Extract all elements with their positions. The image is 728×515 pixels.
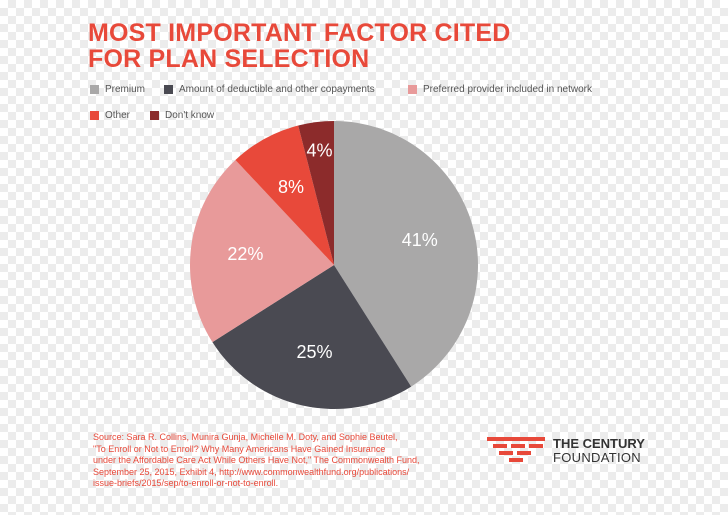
legend-label-premium: Premium <box>105 84 146 95</box>
pie-slice-premium <box>334 121 479 387</box>
pie-label-deductible: 25% <box>297 342 333 362</box>
source-line-4: September 25, 2015, Exhibit 4, http://ww… <box>93 466 410 477</box>
source-line-1: Source: Sara R. Collins, Munira Gunja, M… <box>93 432 398 442</box>
legend-label-other: Other <box>105 110 131 121</box>
legend-label-deductible: Amount of deductible and other copayment… <box>179 84 375 95</box>
legend-item-provider: Preferred provider included in network <box>408 84 592 95</box>
legend-swatch-dont-know <box>150 111 159 120</box>
legend-swatch-deductible <box>164 85 173 94</box>
legend-swatch-other <box>90 111 99 120</box>
pie-label-provider: 22% <box>227 244 263 264</box>
logo-text-line-2: FOUNDATION <box>553 450 641 465</box>
source-line-5: issue-briefs/2015/sep/to-enroll-or-not-t… <box>93 478 279 488</box>
pie-label-other: 8% <box>278 177 304 197</box>
logo-text-line-1: THE CENTURY <box>553 436 645 451</box>
century-foundation-logo: THE CENTURY FOUNDATION <box>487 436 657 466</box>
legend-swatch-premium <box>90 85 99 94</box>
pie-slice-dont-know <box>298 121 334 265</box>
source-note: Source: Sara R. Collins, Munira Gunja, M… <box>93 432 453 490</box>
legend-label-provider: Preferred provider included in network <box>423 84 592 95</box>
legend-item-deductible: Amount of deductible and other copayment… <box>164 84 375 95</box>
pie-label-premium: 41% <box>402 230 438 250</box>
pie-slice-provider <box>190 160 334 343</box>
pie-slice-deductible <box>212 265 412 409</box>
legend-item-dont-know: Don't know <box>150 110 214 121</box>
title-line-2: FOR PLAN SELECTION <box>88 45 370 73</box>
source-line-3: under the Affordable Care Act While Othe… <box>93 455 420 465</box>
pie-slice-other <box>235 125 334 266</box>
source-line-2: "To Enroll or Not to Enroll? Why Many Am… <box>93 443 386 454</box>
legend-swatch-provider <box>408 85 417 94</box>
legend: Premium Amount of deductible and other c… <box>88 82 688 126</box>
logo-mark-icon <box>487 437 545 462</box>
chart-title: MOST IMPORTANT FACTOR CITED FOR PLAN SEL… <box>88 20 688 72</box>
legend-item-other: Other <box>90 110 130 121</box>
title-line-1: MOST IMPORTANT FACTOR CITED <box>88 19 511 47</box>
legend-item-premium: Premium <box>90 84 145 95</box>
pie-label-dont-know: 4% <box>307 141 333 161</box>
legend-label-dont-know: Don't know <box>165 110 215 121</box>
